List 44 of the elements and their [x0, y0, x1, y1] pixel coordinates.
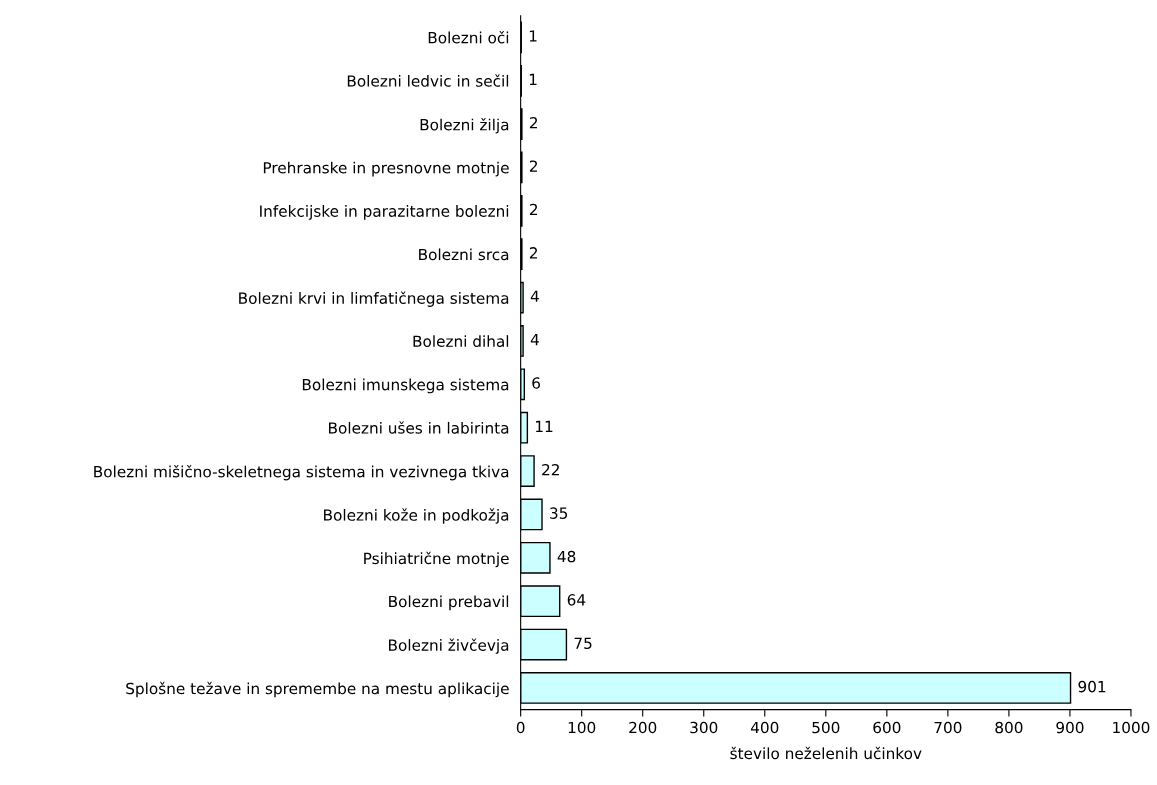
y-tick-label: Bolezni živčevja — [389, 638, 509, 654]
x-axis-title: število neželenih učinkov — [730, 746, 922, 760]
y-tick-label: Bolezni žilja — [420, 118, 509, 134]
y-tick-label: Psihiatrične motnje — [364, 551, 509, 568]
y-tick-label: Prehranske in presnovne motnje — [263, 161, 509, 177]
y-tick-label: Bolezni dihal — [413, 335, 509, 348]
x-tick-label: 0 — [516, 721, 525, 734]
y-tick-label: Bolezni mišično-skeletnega sistema in vezivnega tkiva — [94, 464, 509, 481]
x-tick-label: 200 — [629, 721, 657, 734]
y-tick-label: Bolezni krvi in limfatičnega sistema — [239, 291, 509, 307]
y-tick-label: Infekcijske in parazitarne bolezni — [260, 205, 509, 220]
data-label: 4 — [530, 290, 539, 302]
x-tick-label: 400 — [750, 721, 779, 734]
x-tick-label: 500 — [812, 721, 840, 734]
x-tick-label: 700 — [934, 721, 962, 734]
data-label: 22 — [542, 463, 559, 476]
y-tick-label: Bolezni srca — [419, 248, 509, 261]
data-label: 2 — [529, 247, 538, 259]
data-label: 1 — [529, 30, 537, 42]
data-label: 2 — [529, 203, 538, 216]
data-label: 2 — [529, 117, 538, 129]
y-tick-label: Bolezni oči — [428, 30, 509, 44]
x-tick-label: 600 — [873, 721, 901, 734]
data-label: 2 — [529, 160, 538, 172]
x-tick-label: 100 — [568, 721, 596, 734]
data-label: 64 — [567, 594, 586, 606]
data-label: 75 — [574, 637, 592, 650]
data-label: 4 — [530, 334, 539, 346]
y-tick-label: Bolezni prebavil — [389, 595, 509, 611]
y-tick-label: Splošne težave in spremembe na mestu aplikacije — [126, 681, 509, 698]
data-label: 48 — [557, 550, 576, 563]
x-tick-label: 1000 — [1113, 721, 1150, 734]
data-label: 35 — [550, 507, 568, 519]
data-label: 1 — [529, 73, 537, 85]
data-label: 6 — [532, 377, 541, 389]
x-tick-label: 300 — [690, 721, 718, 734]
data-label: 11 — [535, 420, 553, 432]
y-tick-label: Bolezni ledvic in sečil — [347, 74, 509, 87]
y-tick-label: Bolezni imunskega sistema — [302, 378, 509, 394]
data-label: 901 — [1078, 680, 1106, 693]
x-tick-label: 800 — [995, 721, 1023, 734]
x-tick-label: 900 — [1056, 721, 1084, 734]
y-tick-label: Bolezni kože in podkožja — [324, 508, 509, 524]
y-tick-label: Bolezni ušes in labirinta — [329, 421, 509, 434]
